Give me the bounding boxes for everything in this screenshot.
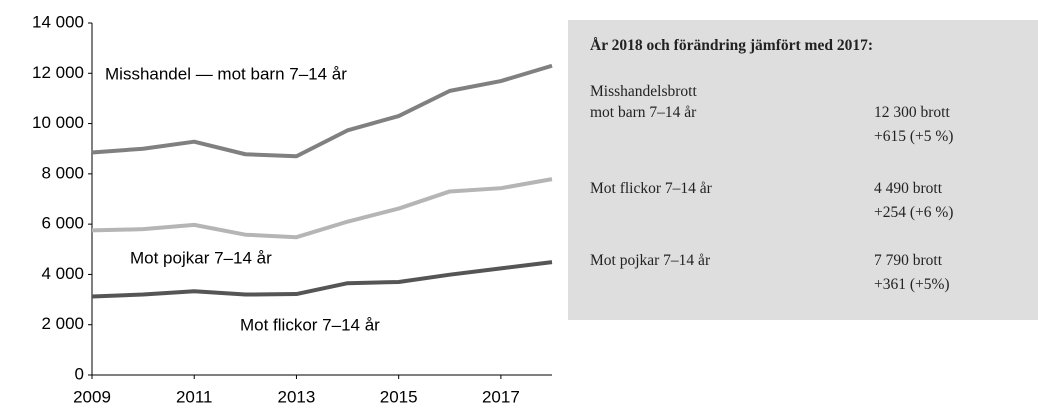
y-tick-label: 10 000 (32, 113, 84, 132)
x-tick-label: 2013 (278, 387, 316, 406)
x-tick-label: 2017 (482, 387, 520, 406)
x-tick-label: 2009 (73, 387, 111, 406)
series-label: Mot flickor 7–14 år (240, 315, 380, 334)
row-label: Mot pojkar 7–14 år (590, 252, 711, 269)
series-label: Misshandel — mot barn 7–14 år (105, 64, 347, 83)
row-value: 7 790 brott (874, 252, 943, 269)
series-label: Mot pojkar 7–14 år (130, 248, 272, 267)
row-value: +254 (+6 %) (874, 204, 954, 221)
series-line (91, 177, 553, 240)
info-title: År 2018 och förändring jämfört med 2017: (590, 37, 873, 54)
info-box: År 2018 och förändring jämfört med 2017:… (568, 20, 1038, 320)
y-tick-label: 4 000 (41, 264, 84, 283)
y-tick-label: 8 000 (41, 163, 84, 182)
row-label: Misshandelsbrott (590, 83, 697, 100)
chart: 0 2 000 4 000 6 000 8 000 10 000 12 000 14 000 2… (32, 12, 553, 406)
x-tick-label: 2011 (176, 387, 213, 406)
row-label: mot barn 7–14 år (590, 104, 697, 121)
row-value: +615 (+5 %) (874, 128, 954, 145)
y-tick-label: 14 000 (32, 12, 84, 31)
row-value: 12 300 brott (874, 104, 950, 121)
y-tick-label: 6 000 (41, 214, 84, 233)
y-tick-label: 0 (75, 364, 84, 383)
series-line (91, 63, 553, 159)
series-line (91, 260, 553, 299)
y-tick-label: 2 000 (41, 314, 84, 333)
x-tick-label: 2015 (380, 387, 418, 406)
row-value: 4 490 brott (874, 180, 943, 197)
row-label: Mot flickor 7–14 år (590, 180, 712, 197)
y-tick-label: 12 000 (32, 63, 84, 82)
row-value: +361 (+5%) (874, 276, 950, 293)
